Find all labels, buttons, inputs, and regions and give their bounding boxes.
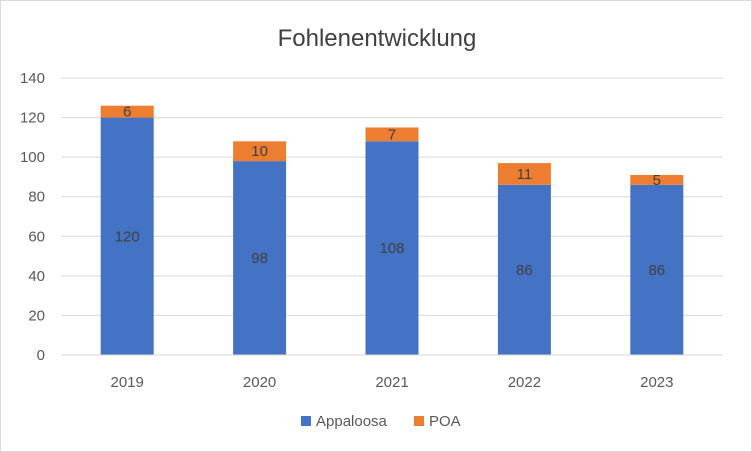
y-tick-label: 40 (28, 268, 45, 285)
bar-appaloosa-2019 (100, 117, 154, 355)
data-label: 120 (115, 228, 140, 245)
y-tick-label: 120 (20, 110, 45, 127)
x-tick-label: 2019 (111, 374, 144, 391)
legend-item-poa: POA (414, 413, 461, 430)
legend-swatch (301, 416, 311, 426)
data-label: 108 (379, 240, 404, 257)
bar-poa-2019 (100, 105, 154, 118)
data-label: 6 (123, 104, 131, 121)
data-label: 7 (388, 126, 396, 143)
bar-appaloosa-2023 (630, 184, 684, 355)
bar-poa-2022 (497, 163, 551, 185)
x-tick-label: 2020 (243, 374, 276, 391)
legend-item-appaloosa: Appaloosa (301, 413, 388, 430)
bar-appaloosa-2022 (497, 184, 551, 355)
data-label: 86 (516, 262, 533, 279)
bars: 120 6 98 10 108 7 86 11 86 5 (100, 104, 684, 355)
bar-appaloosa-2020 (233, 161, 287, 355)
y-tick-label: 60 (28, 228, 45, 245)
x-tick-label: 2021 (375, 374, 408, 391)
x-tick-label: 2022 (508, 374, 541, 391)
data-label: 11 (517, 166, 533, 183)
y-tick-label: 140 (20, 70, 45, 87)
bar-poa-2020 (233, 141, 287, 162)
y-tick-label: 100 (20, 149, 45, 166)
chart-title: Fohlenentwicklung (278, 25, 477, 52)
legend-label: POA (429, 413, 461, 430)
y-tick-label: 80 (28, 189, 45, 206)
data-label: 98 (251, 250, 268, 267)
bar-poa-2021 (365, 127, 419, 142)
legend-swatch (414, 416, 424, 426)
x-axis: 2019 2020 2021 2022 2023 (61, 354, 723, 391)
y-axis: 0 20 40 60 80 100 120 140 (20, 70, 45, 364)
bar-poa-2023 (630, 174, 684, 185)
data-label: 86 (648, 262, 665, 279)
data-label: 10 (251, 143, 268, 160)
legend-label: Appaloosa (316, 413, 388, 430)
data-label: 5 (653, 172, 661, 189)
y-tick-label: 0 (37, 347, 45, 364)
legend: Appaloosa POA (301, 413, 461, 430)
y-tick-label: 20 (28, 307, 45, 324)
bar-appaloosa-2021 (365, 141, 419, 355)
x-tick-label: 2023 (640, 374, 673, 391)
